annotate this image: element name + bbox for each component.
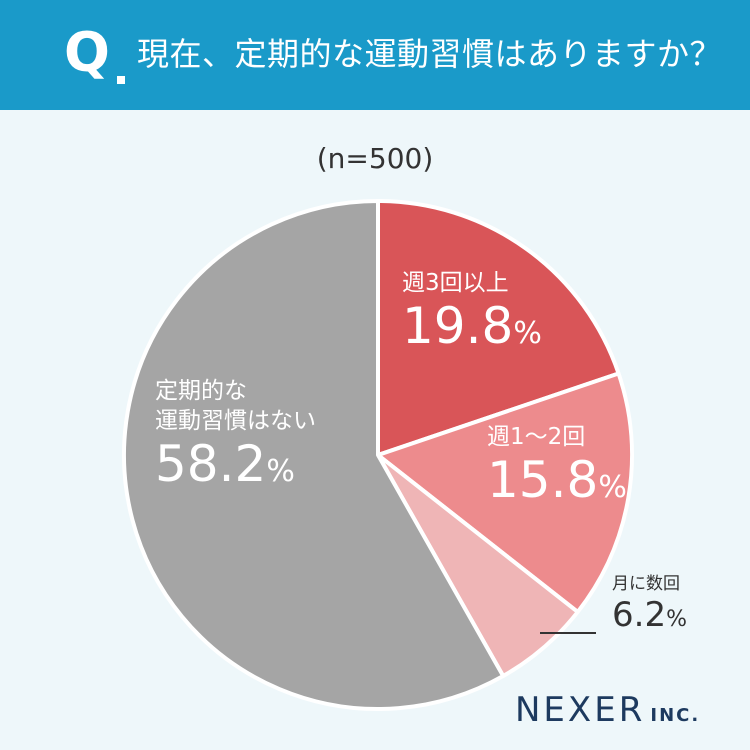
label-monthly: 月に数回 6.2% bbox=[612, 573, 687, 635]
label-weekly3: 週3回以上 19.8% bbox=[402, 268, 542, 354]
sample-size: (n=500) bbox=[316, 142, 434, 175]
pie-slice-weekly3 bbox=[376, 199, 621, 457]
label-weekly3-name: 週3回以上 bbox=[402, 270, 509, 296]
pie-slice-none bbox=[122, 199, 506, 711]
nexer-logo: NEXER INC. bbox=[515, 690, 700, 730]
label-monthly-unit: % bbox=[666, 607, 687, 632]
label-weekly12: 週1〜2回 15.8% bbox=[487, 422, 627, 508]
label-weekly12-name: 週1〜2回 bbox=[487, 424, 586, 450]
question-text: 現在、定期的な運動習慣はありますか？ bbox=[137, 35, 723, 73]
label-none-value: 58.2 bbox=[155, 435, 267, 493]
label-monthly-name: 月に数回 bbox=[612, 574, 680, 594]
label-weekly3-value: 19.8 bbox=[402, 297, 514, 355]
label-weekly12-unit: % bbox=[598, 470, 627, 505]
q-dot bbox=[117, 76, 125, 84]
question-banner: Q 現在、定期的な運動習慣はありますか？ bbox=[0, 0, 750, 110]
label-none-unit: % bbox=[266, 454, 295, 489]
logo-suffix: INC. bbox=[650, 705, 701, 726]
label-weekly12-value: 15.8 bbox=[487, 451, 599, 509]
monthly-leader-line bbox=[540, 632, 596, 634]
logo-main: NEXER bbox=[515, 690, 646, 730]
label-none-name-line1: 定期的な bbox=[155, 378, 247, 404]
pie-slice-weekly12 bbox=[376, 371, 634, 614]
label-none: 定期的な 運動習慣はない 58.2% bbox=[155, 376, 316, 492]
q-mark: Q bbox=[64, 21, 110, 84]
label-weekly3-unit: % bbox=[513, 316, 542, 351]
label-monthly-value: 6.2 bbox=[612, 595, 667, 635]
label-none-name-line2: 運動習慣はない bbox=[155, 408, 316, 434]
